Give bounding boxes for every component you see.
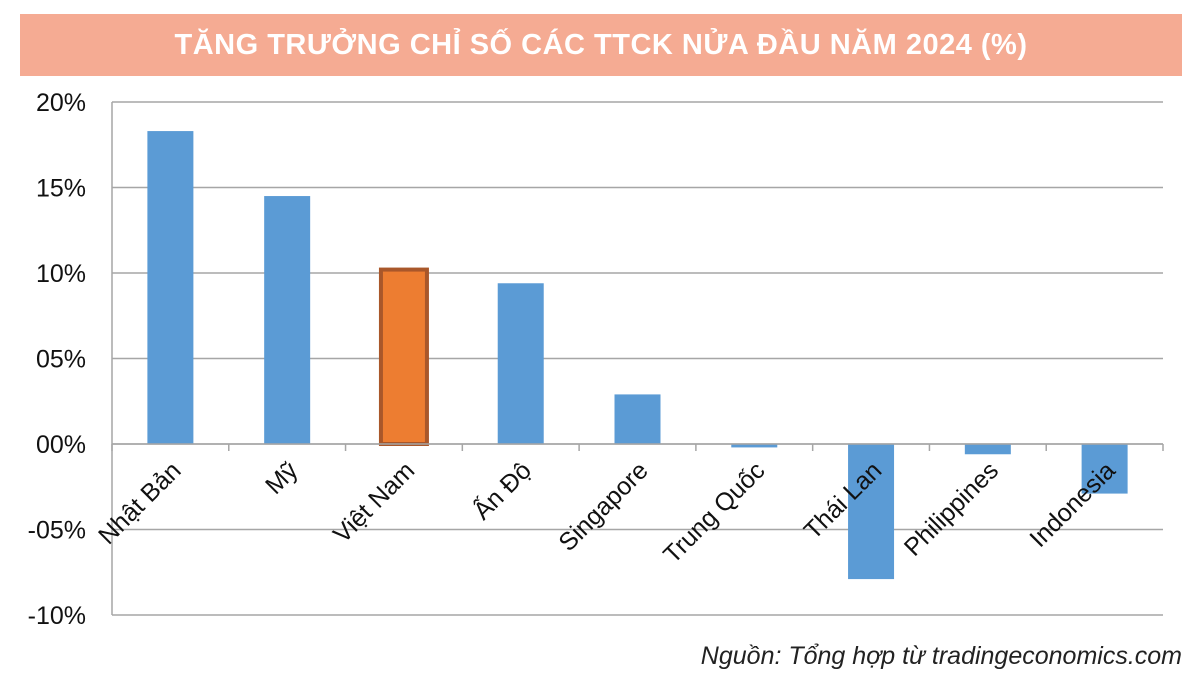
x-tick-label: Ấn Độ [467,456,537,526]
bar [147,131,194,444]
bar [614,394,661,444]
source-note: Nguồn: Tổng hợp từ tradingeconomics.com [700,642,1182,670]
x-tick-label: Mỹ [260,456,304,500]
chart-title: TĂNG TRƯỞNG CHỈ SỐ CÁC TTCK NỬA ĐẦU NĂM … [174,28,1028,61]
y-tick-label: 20% [36,89,86,117]
x-tick-label: Indonesia [1024,456,1121,553]
y-tick-label: -05% [28,517,86,545]
bar [964,444,1011,455]
y-tick-label: 10% [36,260,86,288]
x-tick-label: Philippines [899,456,1004,561]
y-tick-label: 00% [36,431,86,459]
bar [264,196,311,444]
bar [1081,444,1128,494]
x-tick-label: Việt Nam [328,456,420,548]
bar-highlight [378,267,429,446]
x-tick-label: Nhật Bản [93,456,187,550]
bar [848,444,895,580]
y-tick-label: 05% [36,346,86,374]
bar [497,283,544,444]
x-tick-label: Singapore [553,456,653,556]
bar [731,444,778,448]
y-tick-label: 15% [36,175,86,203]
x-tick-label: Trung Quốc [658,456,770,568]
chart-title-bar: TĂNG TRƯỞNG CHỈ SỐ CÁC TTCK NỬA ĐẦU NĂM … [20,14,1182,76]
y-tick-label: -10% [28,602,86,630]
